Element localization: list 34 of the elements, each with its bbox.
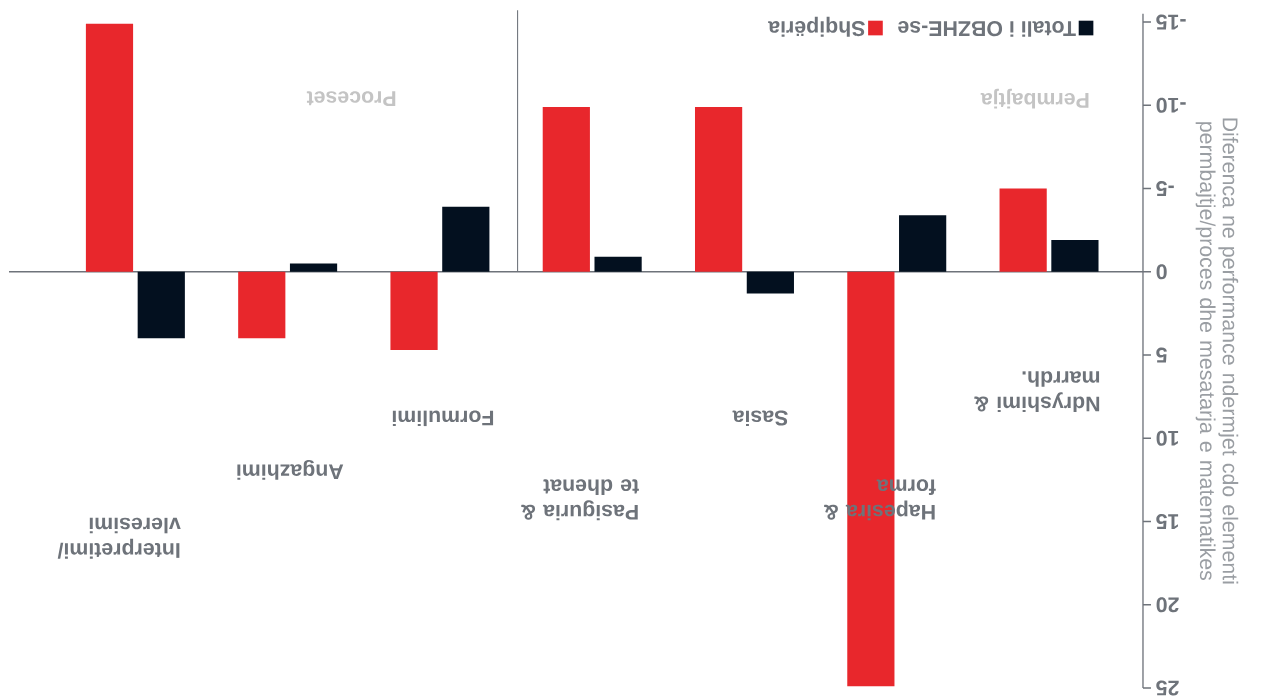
y-tick-label: 5 <box>1156 347 1167 363</box>
bar <box>238 271 286 339</box>
bar <box>694 106 743 272</box>
x-tick-label: Pasiguria & te dhenat <box>521 479 639 521</box>
y-axis-title: Diferenca ne performance ndermjet cdo elementi permbajtje/proces dhe mesatarja e matematikes <box>1195 118 1239 584</box>
x-tick-label: Formulimi <box>392 410 494 427</box>
x-tick-label: Sasia <box>732 410 788 427</box>
x-tick-label: Angazhimi <box>237 459 344 480</box>
y-tick-label: -5 <box>1156 181 1174 196</box>
y-tick-label: 20 <box>1156 597 1179 613</box>
bar <box>137 271 185 339</box>
bar <box>390 271 438 350</box>
x-tick-label: Hapesira & forma <box>824 479 936 521</box>
annotation: Permbajtja <box>980 88 1089 109</box>
x-tick-label: Interpretimi/ vleresimi <box>57 517 181 559</box>
bar <box>542 106 590 272</box>
bar <box>1051 240 1099 272</box>
legend-label: Totali i OBZHE-se <box>898 21 1076 37</box>
bar <box>442 206 490 272</box>
x-tick-label: Ndryshimi & marrdh. <box>974 371 1100 413</box>
y-tick-label: -15 <box>1156 14 1186 30</box>
y-tick-label: 0 <box>1156 264 1167 280</box>
bar <box>746 271 794 294</box>
y-tick-label: -10 <box>1156 97 1186 113</box>
y-tick-label: 25 <box>1156 680 1179 696</box>
bar <box>289 263 338 272</box>
annotation: Proceset <box>306 91 396 107</box>
y-tick-label: 15 <box>1156 514 1179 529</box>
y-tick-label: 10 <box>1156 430 1179 446</box>
bar <box>594 256 642 272</box>
legend-label: Shqipëria <box>768 16 865 37</box>
bar <box>85 23 134 272</box>
bar <box>999 188 1047 272</box>
bar <box>899 215 947 272</box>
